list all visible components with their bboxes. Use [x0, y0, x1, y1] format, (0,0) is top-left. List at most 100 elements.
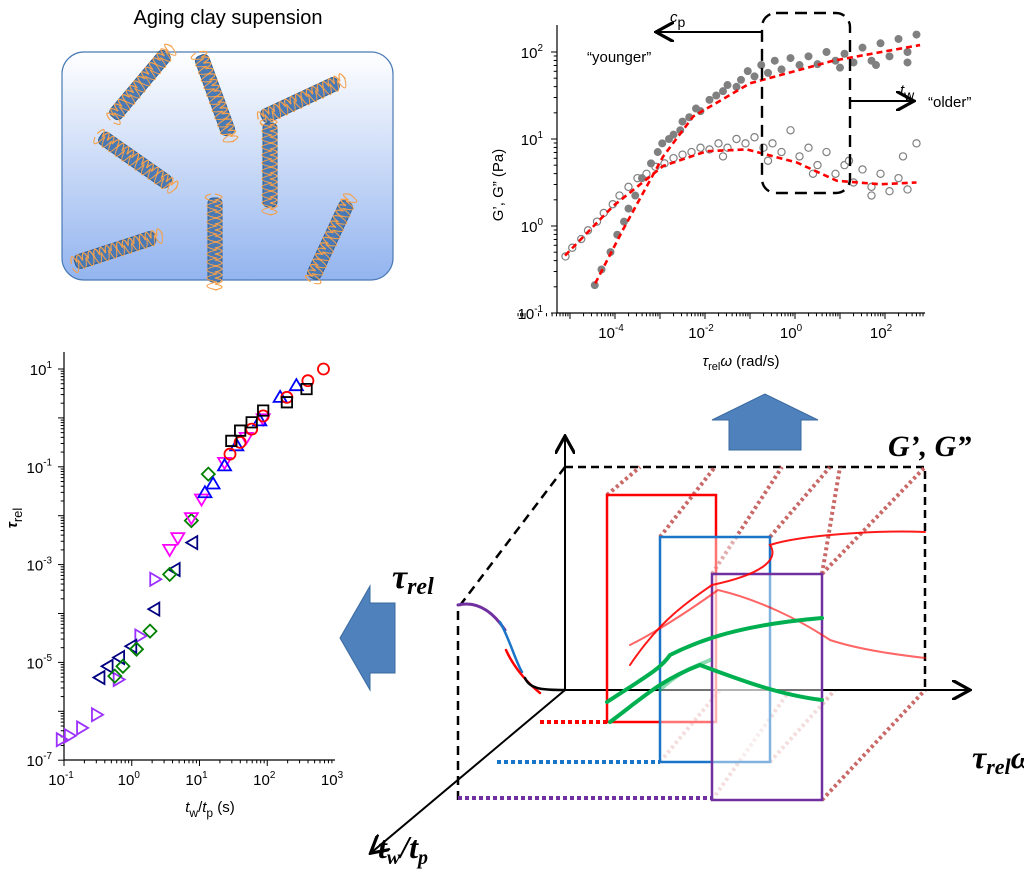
- g-loss-point: [763, 156, 773, 165]
- tick-base: 10: [253, 772, 270, 789]
- g-loss-point: [894, 173, 903, 183]
- g-storage-point: [712, 91, 721, 100]
- g-storage-point: [658, 139, 667, 148]
- triangle-right-marker: [76, 719, 90, 736]
- tick-exponent: 1: [202, 770, 208, 781]
- g-storage-point: [737, 75, 745, 84]
- tick-exponent: -5: [43, 653, 52, 664]
- triangle-left-marker: [184, 534, 199, 551]
- tick-base: 10: [321, 772, 338, 789]
- g-loss-point: [795, 152, 804, 161]
- g-loss-point: [867, 182, 876, 192]
- tick-exponent: -1: [43, 458, 52, 469]
- g-storage-point: [912, 30, 921, 39]
- g-loss-point: [624, 182, 633, 192]
- tick-label: 101: [521, 130, 544, 149]
- g-loss-point: [858, 165, 867, 174]
- g-loss-point: [714, 139, 723, 148]
- g-loss-point: [750, 133, 759, 142]
- g-loss-point: [813, 160, 822, 170]
- g-storage-point: [750, 72, 759, 81]
- tick-base: 10: [48, 772, 65, 789]
- g-storage-point: [885, 52, 894, 61]
- g-loss-point: [741, 139, 750, 148]
- tick-label: 10-5: [27, 653, 53, 672]
- x-axis-title: τrelω (rad/s): [702, 353, 779, 373]
- g-loss-point: [903, 185, 912, 194]
- triangle-up-marker: [216, 457, 233, 472]
- square-marker: [234, 424, 247, 437]
- square-marker: [257, 404, 270, 417]
- g-storage-point: [764, 68, 772, 77]
- g-storage-point: [770, 56, 779, 65]
- clay-rod: [259, 118, 278, 216]
- g-loss-point: [718, 152, 728, 161]
- polymer-chains: [204, 193, 218, 291]
- tick-base: 10: [27, 753, 44, 770]
- moduli-plot: 10-4 10-2 100 10210-1100101102cp“younger”tw…: [490, 9, 971, 373]
- tick-label: 10-2: [688, 323, 714, 342]
- g-storage-point: [894, 34, 903, 43]
- clay-rod: [304, 193, 358, 285]
- y-axis-title: G’, G” (Pa): [490, 149, 507, 222]
- triangle-left-marker: [146, 601, 161, 618]
- frame-young: [605, 493, 718, 724]
- clay-illustration: Aging clay supension: [61, 7, 394, 291]
- tick-base: 10: [598, 325, 615, 342]
- polymer-chains: [190, 52, 235, 143]
- g-loss-point: [822, 147, 831, 157]
- tick-base: 10: [521, 132, 538, 149]
- clay-rod: [70, 228, 164, 274]
- triangle-down-marker: [161, 543, 178, 558]
- triangle-left-marker: [111, 649, 126, 666]
- g-storage-point: [777, 65, 786, 74]
- x-title-part: ω: [720, 353, 732, 370]
- g-storage-point: [723, 81, 732, 90]
- x-title-part: τ: [702, 353, 709, 370]
- tick-exponent: 2: [537, 43, 543, 54]
- diamond-marker: [142, 623, 158, 639]
- g-loss-point: [615, 191, 624, 200]
- tick-exponent: -3: [43, 555, 52, 566]
- x-title-part: t: [185, 799, 190, 816]
- square-marker: [300, 382, 313, 396]
- tick-exponent: -4: [615, 323, 624, 334]
- g-storage-point: [732, 82, 741, 91]
- age-axis-label: tw/tp: [378, 829, 428, 869]
- tick-base: 10: [27, 460, 44, 477]
- tick-exponent: 3: [338, 770, 344, 781]
- g-loss-point: [867, 191, 876, 200]
- g-loss-point: [687, 147, 696, 157]
- triangle-down-marker: [193, 493, 210, 508]
- g-storage-point: [638, 174, 646, 183]
- tick-label: 101: [30, 360, 53, 379]
- triangle-right-marker: [149, 571, 164, 588]
- tick-exponent: 2: [887, 323, 893, 334]
- tick-base: 10: [185, 772, 202, 789]
- selection-box: [760, 11, 852, 195]
- diamond-marker: [128, 641, 145, 657]
- triangle-right-marker: [91, 706, 105, 723]
- g-loss-point: [786, 126, 795, 135]
- square-marker: [225, 434, 238, 447]
- g-storage-point: [678, 117, 687, 126]
- g-storage-point: [795, 61, 804, 70]
- suspension-box: [61, 51, 394, 281]
- modulus-curves: [456, 530, 926, 724]
- tick-label: 10-1: [518, 304, 544, 323]
- g-storage-point: [876, 39, 885, 48]
- projection-guides: [605, 465, 927, 802]
- clay-rod: [204, 193, 223, 291]
- tick-base: 10: [521, 45, 538, 62]
- x-axis-title: tw/tp (s): [185, 799, 235, 820]
- tick-exponent: 2: [270, 770, 276, 781]
- schematic-3d: G’, G” τrel τrelω tw/tp: [372, 430, 1024, 869]
- g-loss-point: [898, 152, 908, 161]
- x-title-part: (rad/s): [732, 353, 780, 370]
- cp-label: cp: [670, 9, 686, 30]
- tick-label: 10-7: [27, 751, 53, 770]
- tick-label: 103: [321, 770, 344, 789]
- g-storage-point: [653, 148, 662, 157]
- triangle-down-marker: [183, 512, 200, 526]
